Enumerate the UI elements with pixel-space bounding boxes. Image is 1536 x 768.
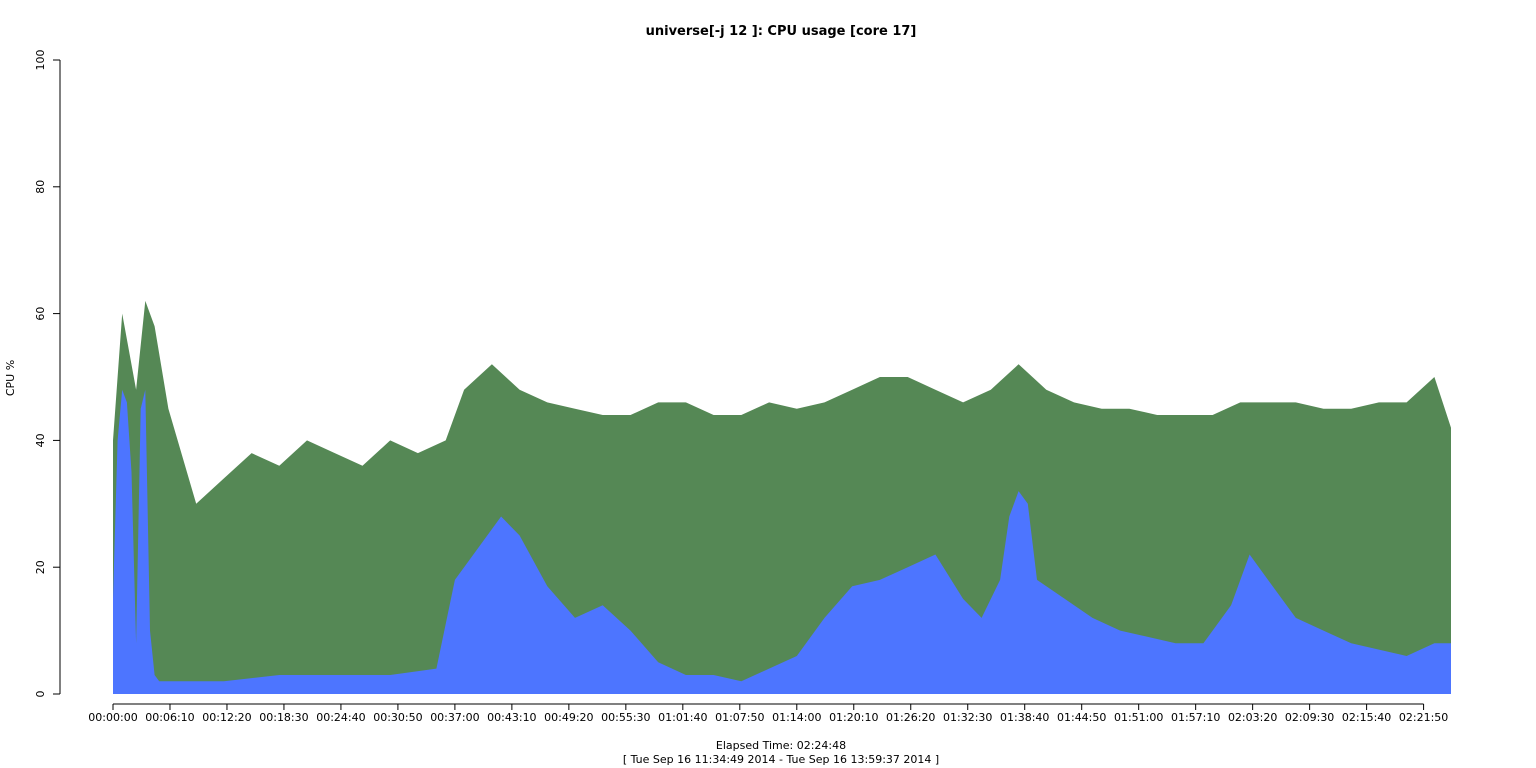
x-tick-label: 00:06:10	[145, 711, 194, 724]
y-tick-label: 80	[34, 180, 47, 194]
x-tick-label: 01:14:00	[772, 711, 821, 724]
y-tick-label: 40	[34, 433, 47, 447]
x-tick-label: 00:37:00	[430, 711, 479, 724]
x-tick-label: 00:12:20	[202, 711, 251, 724]
x-tick-label: 02:03:20	[1228, 711, 1277, 724]
y-tick-label: 0	[34, 691, 47, 698]
series-area-total	[113, 300, 1451, 694]
y-axis: 0 20 40 60 80 100	[34, 50, 61, 698]
x-tick-label: 00:43:10	[487, 711, 536, 724]
x-tick-label: 01:38:40	[1000, 711, 1049, 724]
x-tick-label: 00:55:30	[601, 711, 650, 724]
x-tick-label: 02:15:40	[1342, 711, 1391, 724]
x-tick-label: 01:32:30	[943, 711, 992, 724]
series-layer	[113, 300, 1451, 694]
x-tick-label: 02:21:50	[1399, 711, 1448, 724]
chart-title: universe[-j 12 ]: CPU usage [core 17]	[646, 24, 917, 39]
x-tick-label: 00:24:40	[316, 711, 365, 724]
series-area-user	[113, 389, 1451, 694]
x-tick-label: 01:44:50	[1057, 711, 1106, 724]
y-tick-label: 20	[34, 560, 47, 574]
x-tick-label: 01:51:00	[1114, 711, 1163, 724]
x-axis-label: Elapsed Time: 02:24:48	[716, 739, 846, 752]
x-tick-label: 01:57:10	[1171, 711, 1220, 724]
y-tick-label: 60	[34, 307, 47, 321]
x-tick-label: 02:09:30	[1285, 711, 1334, 724]
x-tick-label: 01:07:50	[715, 711, 764, 724]
x-tick-label: 01:20:10	[829, 711, 878, 724]
time-range-subtitle: [ Tue Sep 16 11:34:49 2014 - Tue Sep 16 …	[623, 753, 939, 766]
x-axis: 00:00:00 00:06:10 00:12:20 00:18:30 00:24:40…	[88, 703, 1448, 724]
x-tick-label: 00:30:50	[373, 711, 422, 724]
y-tick-label: 100	[34, 50, 47, 71]
x-tick-label: 00:00:00	[88, 711, 137, 724]
x-tick-label: 00:18:30	[259, 711, 308, 724]
x-tick-label: 00:49:20	[544, 711, 593, 724]
y-axis-label: CPU %	[4, 360, 17, 396]
x-tick-label: 01:01:40	[658, 711, 707, 724]
x-tick-label: 01:26:20	[886, 711, 935, 724]
